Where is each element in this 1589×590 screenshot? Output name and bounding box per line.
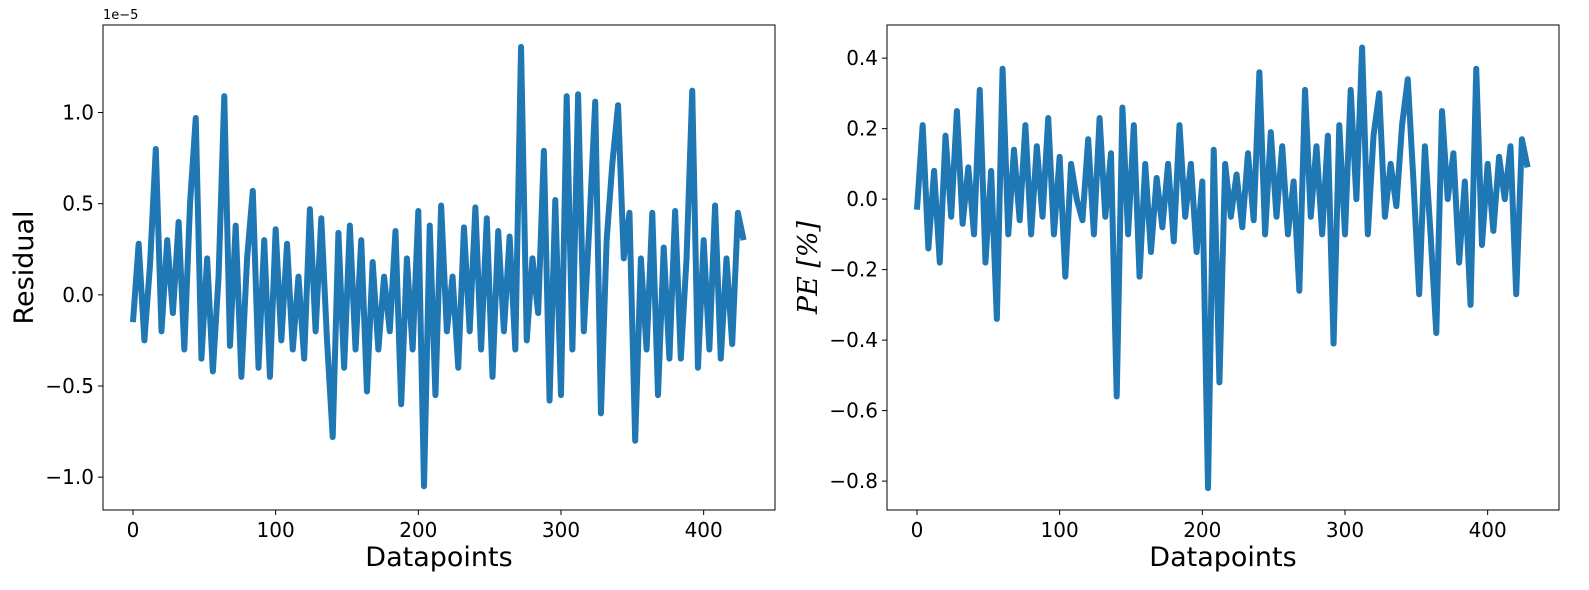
data-line: [913, 44, 1531, 492]
y-tick-label: 1.0: [62, 101, 94, 125]
y-tick-label: −1.0: [45, 465, 94, 489]
y-tick-label: 0.4: [846, 46, 878, 70]
x-tick-label: 200: [1183, 518, 1221, 542]
axes-frame: [886, 24, 1560, 511]
x-tick-label: 0: [127, 518, 140, 542]
y-offset-label: 1e−5: [103, 8, 138, 23]
y-tick-label: −0.8: [829, 469, 878, 493]
y-tick-label: −0.4: [829, 328, 878, 352]
x-tick-label: 300: [1326, 518, 1364, 542]
y-tick-label: −0.6: [829, 399, 878, 423]
x-tick-label: 400: [685, 518, 723, 542]
y-tick-label: −0.2: [829, 258, 878, 282]
x-tick-label: 100: [1041, 518, 1079, 542]
y-tick-label: 0.0: [846, 187, 878, 211]
y-axis-label: PE [%]: [793, 220, 824, 315]
x-axis-label: Datapoints: [1149, 542, 1296, 573]
data-line: [129, 43, 747, 490]
axes-frame: [102, 24, 776, 511]
x-tick-label: 200: [399, 518, 437, 542]
y-tick-label: 0.2: [846, 117, 878, 141]
x-tick-label: 300: [542, 518, 580, 542]
y-tick-label: 0.5: [62, 192, 94, 216]
x-tick-label: 0: [911, 518, 924, 542]
y-axis-label: Residual: [9, 210, 40, 324]
y-tick-label: 0.0: [62, 283, 94, 307]
x-axis-label: Datapoints: [365, 542, 512, 573]
x-tick-label: 400: [1469, 518, 1507, 542]
y-tick-label: −0.5: [45, 374, 94, 398]
x-tick-label: 100: [257, 518, 295, 542]
